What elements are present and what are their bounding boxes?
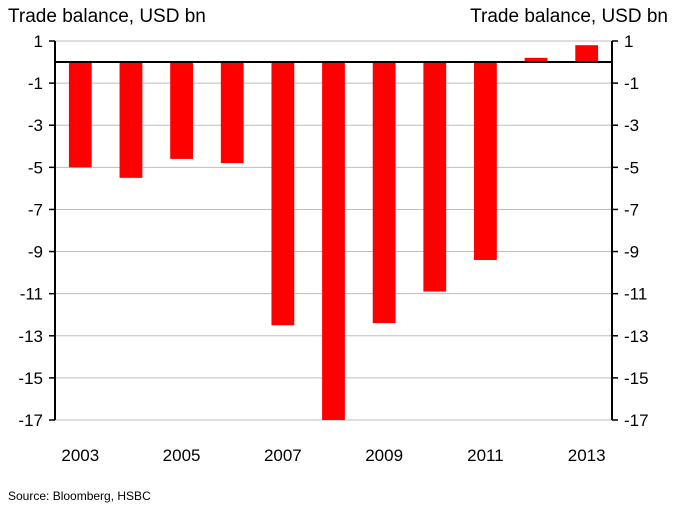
x-tick-label: 2011 [467,446,504,465]
right-y-tick-label: -1 [624,74,639,93]
bars [68,45,599,421]
bar-2013 [575,45,599,63]
left-y-tick-label: -3 [28,116,43,135]
x-tick-label: 2013 [568,446,606,465]
right-y-tick-label: -15 [624,369,649,388]
bar-2009 [372,62,396,324]
left-y-tick-label: -9 [28,243,43,262]
left-y-tick-label: -11 [20,285,43,304]
right-y-tick-label: -5 [624,158,639,177]
x-tick-label: 2003 [61,446,99,465]
right-y-tick-label: -11 [624,285,647,304]
left-y-tick-label: -13 [18,327,43,346]
left-y-tick-label: 1 [34,32,43,51]
left-y-tick-label: -15 [18,369,43,388]
bar-2005 [170,62,193,159]
x-tick-label: 2007 [264,446,302,465]
x-tick-label: 2005 [163,446,201,465]
right-y-tick-label: -3 [624,116,639,135]
x-tick-label: 2009 [365,446,403,465]
right-y-tick-label: -13 [624,327,649,346]
bar-2003 [68,62,92,168]
right-axis-title: Trade balance, USD bn [470,6,668,27]
right-y-tick-label: -9 [624,243,639,262]
bar-2010 [423,62,447,292]
right-y-tick-label: -17 [624,411,649,430]
source-note: Source: Bloomberg, HSBC [8,489,151,503]
bar-2012 [524,57,548,63]
bar-2007 [271,62,295,326]
bar-2008 [322,62,345,421]
bar-2011 [474,62,497,260]
axes [49,40,618,421]
bar-2004 [119,62,143,178]
bar-2006 [220,62,244,164]
right-y-tick-label: 1 [624,32,633,51]
left-y-tick-label: -5 [28,158,43,177]
left-axis-title: Trade balance, USD bn [8,6,206,27]
left-y-tick-label: -7 [28,200,43,219]
tick-labels: 1 1 -1 -1 -3 -3 -5 -5 -7 -7 -9 -9 -11 -11 -13 -13 -15 -15… [18,32,648,465]
left-y-tick-label: -1 [28,74,43,93]
left-y-tick-label: -17 [18,411,43,430]
right-y-tick-label: -7 [624,200,639,219]
